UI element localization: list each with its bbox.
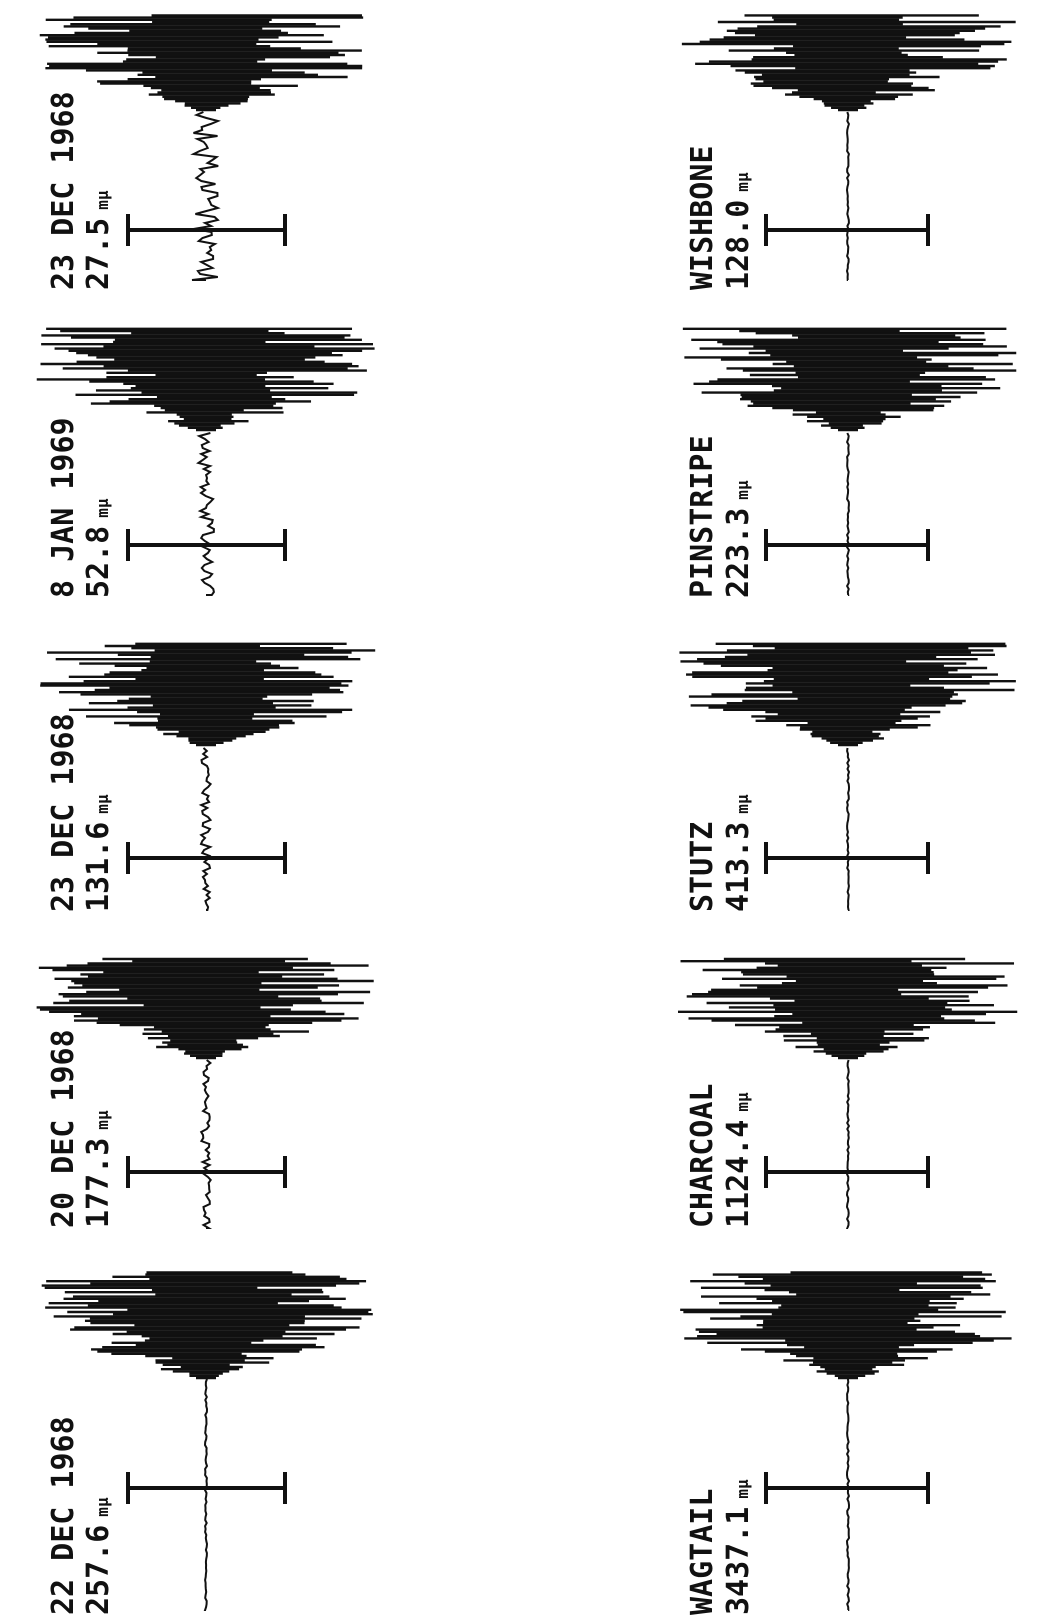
amplitude-value: 131.6 <box>81 822 116 912</box>
trace-quiet <box>845 432 850 596</box>
event-label: WAGTAIL <box>685 1489 720 1615</box>
event-label: 8 JAN 1969 <box>46 417 81 598</box>
amplitude-value: 177.3 <box>81 1138 116 1228</box>
event-label: 20 DEC 1968 <box>46 1029 81 1228</box>
amplitude-value: 257.6 <box>81 1525 116 1615</box>
trace-quiet <box>846 747 851 911</box>
event-label: 23 DEC 1968 <box>46 713 81 912</box>
amplitude-label: 52.8 mμ <box>81 498 116 598</box>
amplitude-unit: mμ <box>93 794 112 814</box>
event-label: 22 DEC 1968 <box>46 1416 81 1615</box>
trace-quiet <box>190 111 222 281</box>
amplitude-unit: mμ <box>733 794 752 814</box>
seismogram-panel: 23 DEC 1968 131.6 mμ <box>40 642 376 912</box>
amplitude-unit: mμ <box>733 172 752 192</box>
seismogram-panel: CHARCOAL 1124.4 mμ <box>678 957 1018 1229</box>
amplitude-value: 128.0 <box>721 200 756 290</box>
seismogram-panel: 22 DEC 1968 257.6 mμ <box>41 1271 373 1615</box>
event-label: PINSTRIPE <box>685 435 720 598</box>
amplitude-label: 27.5 mμ <box>81 190 116 290</box>
amplitude-value: 52.8 <box>81 526 116 598</box>
amplitude-unit: mμ <box>733 1092 752 1112</box>
seismogram-panel: STUTZ 413.3 mμ <box>679 642 1016 912</box>
amplitude-unit: mμ <box>733 480 752 500</box>
event-label: CHARCOAL <box>685 1084 720 1229</box>
amplitude-value: 27.5 <box>81 218 116 290</box>
amplitude-unit: mμ <box>93 1497 112 1517</box>
seismogram-panel: 8 JAN 1969 52.8 mμ <box>36 327 375 598</box>
amplitude-label: 413.3 mμ <box>721 794 756 912</box>
amplitude-label: 223.3 mμ <box>721 480 756 598</box>
trace-quiet <box>196 432 215 596</box>
amplitude-label: 177.3 mμ <box>81 1110 116 1228</box>
amplitude-label: 1124.4 mμ <box>721 1092 756 1228</box>
event-label: WISHBONE <box>685 146 720 291</box>
trace-quiet <box>845 111 851 281</box>
amplitude-label: 3437.1 mμ <box>721 1479 756 1615</box>
trace-quiet <box>845 1378 851 1611</box>
trace-quiet <box>199 1059 213 1229</box>
amplitude-label: 128.0 mμ <box>721 172 756 290</box>
amplitude-label: 257.6 mμ <box>81 1497 116 1615</box>
seismogram-panel: WAGTAIL 3437.1 mμ <box>680 1271 1012 1615</box>
amplitude-value: 223.3 <box>721 508 756 598</box>
event-label: STUTZ <box>685 822 720 912</box>
amplitude-unit: mμ <box>733 1479 752 1499</box>
amplitude-unit: mμ <box>93 1110 112 1130</box>
trace-quiet <box>845 1059 851 1229</box>
amplitude-value: 1124.4 <box>721 1120 756 1228</box>
seismogram-panel: 23 DEC 1968 27.5 mμ <box>39 14 364 290</box>
amplitude-unit: mμ <box>93 498 112 518</box>
amplitude-unit: mμ <box>93 190 112 210</box>
amplitude-value: 3437.1 <box>721 1507 756 1615</box>
seismogram-panel: WISHBONE 128.0 mμ <box>681 14 1016 291</box>
seismogram-panel: 20 DEC 1968 177.3 mμ <box>36 957 374 1229</box>
trace-quiet <box>203 1378 209 1611</box>
amplitude-value: 413.3 <box>721 822 756 912</box>
event-label: 23 DEC 1968 <box>46 91 81 290</box>
trace-quiet <box>198 747 213 911</box>
amplitude-label: 131.6 mμ <box>81 794 116 912</box>
seismogram-panel: PINSTRIPE 223.3 mμ <box>682 327 1017 598</box>
